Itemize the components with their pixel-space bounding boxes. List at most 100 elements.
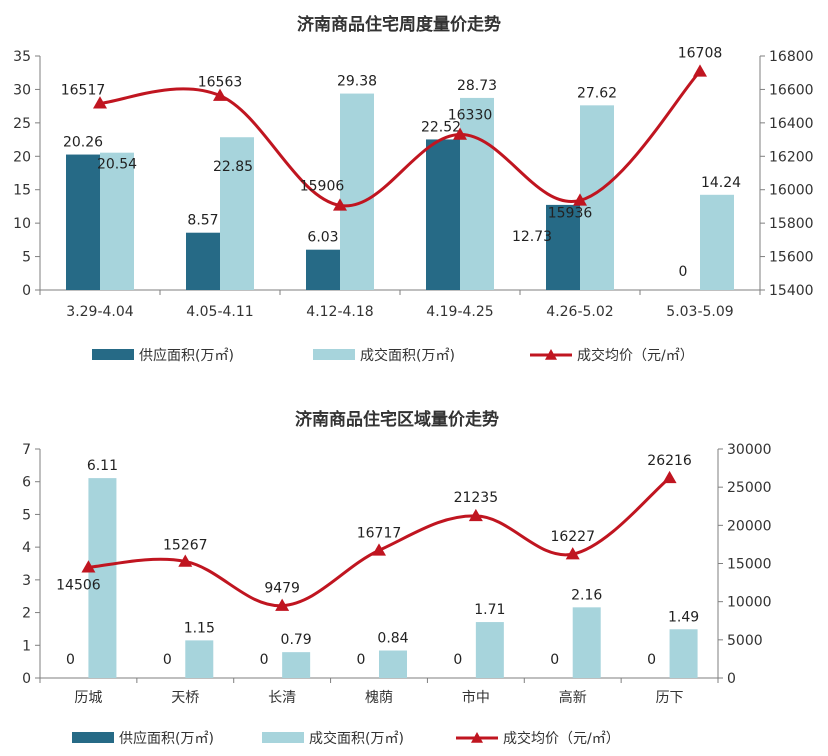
c2-y-left-tick-label: 1 (22, 638, 31, 654)
c2-label-supply: 0 (357, 652, 366, 668)
c2-label-price: 16227 (550, 529, 595, 545)
c2-x-tick-label: 槐荫 (365, 690, 393, 706)
c2-label-supply: 0 (66, 652, 75, 668)
c2-label-sales: 1.71 (474, 602, 505, 618)
c2-label-price: 26216 (647, 453, 692, 469)
c1-x-tick-label: 4.12-4.18 (306, 304, 373, 320)
c2-label-price: 21235 (454, 490, 499, 506)
c2-label-sales: 0.84 (377, 631, 408, 647)
c1-y-left-tick-label: 5 (22, 250, 31, 266)
c1-y-left-tick-label: 30 (13, 82, 31, 98)
c2-price-point (662, 470, 677, 484)
c1-y-right-tick-label: 16200 (769, 149, 814, 165)
c1-label-supply: 6.03 (307, 230, 338, 246)
c1-label-supply: 8.57 (187, 213, 218, 229)
c1-y-right-tick-label: 15400 (769, 283, 814, 299)
c1-bar-sales (340, 93, 374, 290)
c2-x-tick-label: 高新 (559, 689, 587, 706)
c1-price-point (333, 198, 347, 211)
c2-y-right-tick-label: 5000 (727, 633, 763, 649)
c2-y-right-tick-label: 20000 (727, 518, 772, 534)
c2-label-supply: 0 (453, 652, 462, 668)
c2-legend-marker-price (471, 732, 483, 743)
c2-label-price: 14506 (56, 577, 101, 593)
c1-x-tick-label: 4.19-4.25 (426, 304, 493, 320)
c1-y-right-tick-label: 16400 (769, 116, 814, 132)
c1-label-supply: 22.52 (421, 119, 461, 135)
c2-x-tick-label: 历城 (74, 690, 102, 706)
c2-x-tick-label: 天桥 (171, 690, 199, 706)
c1-label-sales: 29.38 (337, 74, 377, 90)
c1-label-price: 15906 (300, 178, 345, 194)
c1-label-sales: 22.85 (213, 159, 253, 175)
c1-bar-sales (220, 137, 254, 290)
c1-label-price: 16330 (448, 108, 493, 124)
c1-bar-supply (426, 139, 460, 290)
c2-legend-swatch-sales (262, 732, 304, 743)
c2-label-sales: 2.16 (571, 587, 602, 603)
c2-label-supply: 0 (550, 652, 559, 668)
c2-x-tick-label: 历下 (656, 690, 684, 706)
c1-label-sales: 20.54 (97, 157, 137, 173)
c2-legend-label-supply: 供应面积(万㎡) (119, 730, 214, 747)
c1-label-sales: 14.24 (701, 175, 741, 191)
c1-bar-sales (460, 97, 494, 290)
c2-x-tick-label: 市中 (462, 689, 490, 706)
c2-y-right-tick-label: 15000 (727, 557, 772, 573)
c2-price-point (81, 560, 96, 573)
c1-legend-swatch-supply (92, 349, 134, 360)
c2-y-left-tick-label: 7 (22, 442, 31, 458)
c2-bar-sales (88, 478, 117, 678)
c2-bar-sales (572, 607, 601, 678)
c1-label-supply: 20.26 (63, 135, 103, 151)
c1-y-right-tick-label: 16600 (769, 82, 814, 98)
c2-price-point (565, 547, 580, 560)
c1-legend-label-sales: 成交面积(万㎡) (360, 347, 455, 364)
c2-y-left-tick-label: 3 (22, 573, 31, 589)
c1-price-point (93, 96, 107, 109)
c2-label-sales: 1.49 (668, 609, 699, 625)
c2-price-point (275, 598, 290, 611)
c2-label-supply: 0 (163, 652, 172, 668)
c2-legend-label-price: 成交均价（元/㎡） (503, 730, 620, 747)
c1-y-right-tick-label: 16000 (769, 183, 814, 199)
c2-y-right-tick-label: 30000 (727, 442, 772, 458)
c1-y-left-tick-label: 20 (13, 149, 31, 165)
c1-legend-label-supply: 供应面积(万㎡) (139, 347, 234, 364)
c2-price-point (468, 508, 483, 522)
c1-bar-supply (186, 232, 220, 290)
c1-price-point (693, 64, 707, 77)
c2-legend-swatch-supply (72, 732, 114, 743)
c2-label-supply: 0 (260, 652, 269, 668)
c1-label-supply: 12.73 (512, 229, 552, 245)
c2-bar-sales (475, 622, 504, 678)
c1-label-supply: 0 (679, 264, 688, 280)
c1-legend-marker-price (545, 349, 557, 360)
c1-label-price: 16708 (678, 45, 723, 61)
c1-price-point (453, 127, 467, 140)
c2-price-point (372, 543, 386, 556)
c1-y-left-tick-label: 25 (13, 116, 31, 132)
c1-bar-sales (700, 194, 734, 290)
c1-label-price: 15936 (548, 205, 593, 221)
chart-title-district: 济南商品住宅区域量价走势 (295, 409, 499, 430)
c2-y-left-tick-label: 5 (22, 507, 31, 523)
c2-y-left-tick-label: 4 (22, 540, 31, 556)
c1-y-left-tick-label: 10 (13, 216, 31, 232)
c2-y-left-tick-label: 2 (22, 606, 31, 622)
c1-price-point (573, 193, 587, 206)
c1-label-sales: 28.73 (457, 78, 497, 94)
c2-label-price: 9479 (264, 581, 300, 597)
c2-legend-label-sales: 成交面积(万㎡) (309, 730, 404, 747)
c2-bar-sales (185, 640, 214, 678)
c1-legend-swatch-sales (313, 349, 355, 360)
c2-bar-sales (669, 629, 698, 678)
c1-y-right-tick-label: 15800 (769, 216, 814, 232)
c2-y-right-tick-label: 0 (727, 671, 736, 687)
c1-bar-supply (306, 249, 340, 290)
c1-y-left-tick-label: 0 (22, 283, 31, 299)
c2-y-right-tick-label: 25000 (727, 480, 772, 496)
c1-label-price: 16517 (61, 82, 106, 98)
